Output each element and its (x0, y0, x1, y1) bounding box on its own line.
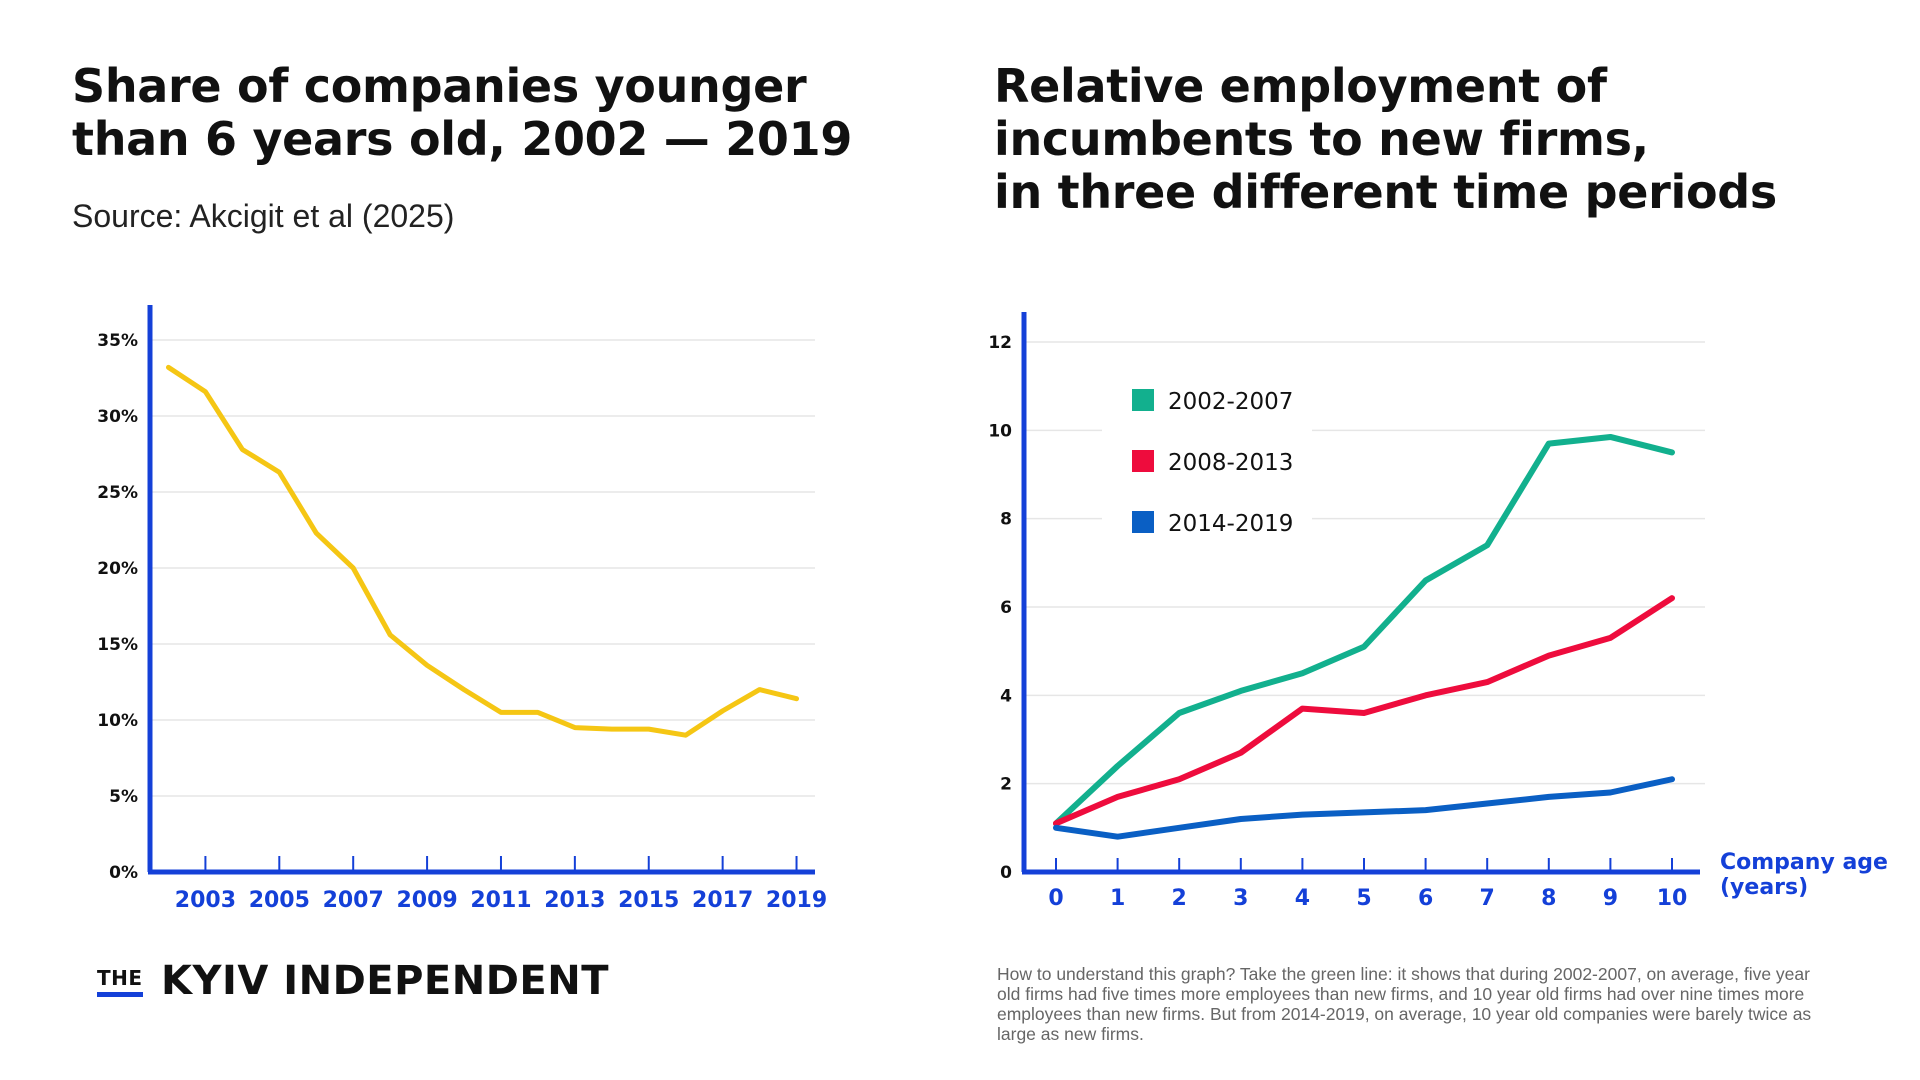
x-tick-label: 2 (1172, 886, 1187, 911)
right-title-line-2: incumbents to new firms, (994, 112, 1649, 166)
x-tick-label: 5 (1356, 886, 1371, 911)
x-tick-label: 7 (1480, 886, 1495, 911)
legend-swatch (1132, 450, 1154, 472)
y-tick-label: 10 (988, 421, 1012, 441)
x-tick-label: 2019 (766, 888, 827, 913)
series-line-2002-2007 (1053, 433, 1675, 827)
x-tick-label: 3 (1233, 886, 1248, 911)
series-line-2008-2013 (1053, 595, 1675, 827)
x-axis-title-line-1: Company age (1720, 850, 1888, 875)
y-tick-label: 0 (1000, 863, 1012, 883)
left-chart-title: Share of companies younger than 6 years … (72, 60, 852, 166)
x-tick-label: 2013 (544, 888, 605, 913)
y-tick-label: 10% (97, 711, 138, 731)
x-tick-label: 10 (1657, 886, 1688, 911)
x-tick-label: 9 (1603, 886, 1618, 911)
left-title-line-1: Share of companies younger (72, 59, 807, 113)
x-tick-label: 2003 (175, 888, 236, 913)
x-tick-label: 0 (1048, 886, 1063, 911)
x-axis-title-line-2: (years) (1720, 875, 1808, 900)
y-tick-label: 25% (97, 483, 138, 503)
legend-label: 2014-2019 (1168, 511, 1293, 537)
y-tick-label: 15% (97, 635, 138, 655)
right-title-line-1: Relative employment of (994, 59, 1607, 113)
logo-the: THE (97, 966, 143, 990)
x-tick-label: 2011 (470, 888, 531, 913)
y-tick-label: 5% (109, 787, 138, 807)
right-chart-title: Relative employment of incumbents to new… (994, 60, 1777, 219)
x-tick-label: 2005 (249, 888, 310, 913)
left-title-line-2: than 6 years old, 2002 — 2019 (72, 112, 853, 166)
y-tick-label: 35% (97, 331, 138, 351)
x-tick-label: 2017 (692, 888, 753, 913)
legend-label: 2002-2007 (1168, 389, 1293, 415)
chart-footnote: How to understand this graph? Take the g… (997, 964, 1812, 1044)
series-line-2014-2019 (1053, 776, 1675, 840)
x-tick-label: 8 (1541, 886, 1556, 911)
x-tick-label: 6 (1418, 886, 1433, 911)
y-tick-label: 4 (1000, 686, 1012, 706)
x-tick-label: 2009 (396, 888, 457, 913)
y-tick-label: 8 (1000, 510, 1012, 530)
x-tick-label: 4 (1295, 886, 1310, 911)
y-tick-label: 12 (988, 333, 1012, 353)
y-tick-label: 0% (109, 863, 138, 883)
legend-swatch (1132, 511, 1154, 533)
logo-name: KYIV INDEPENDENT (161, 958, 610, 1004)
legend-label: 2008-2013 (1168, 450, 1293, 476)
left-chart-source: Source: Akcigit et al (2025) (72, 198, 455, 234)
right-title-line-3: in three different time periods (994, 165, 1778, 219)
logo-underline (97, 992, 143, 997)
series-line-young-companies-share (165, 364, 800, 738)
legend-swatch (1132, 389, 1154, 411)
x-tick-label: 2007 (323, 888, 384, 913)
y-tick-label: 2 (1000, 775, 1012, 795)
y-tick-label: 30% (97, 407, 138, 427)
y-tick-label: 20% (97, 559, 138, 579)
x-tick-label: 2015 (618, 888, 679, 913)
young-companies-share-chart: 0% 5% 10% 15% 20% 25% 30% 35% 2003 2005 2007 2009 20… (97, 305, 827, 913)
x-tick-label: 1 (1110, 886, 1125, 911)
y-tick-label: 6 (1000, 598, 1012, 618)
